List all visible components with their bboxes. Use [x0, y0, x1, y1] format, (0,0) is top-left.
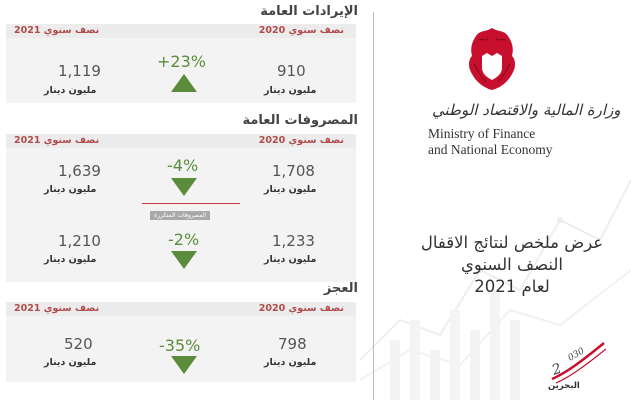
svg-text:2: 2 — [549, 361, 564, 379]
arrow-down-icon — [171, 356, 197, 374]
recurrent-change: -2% — [168, 230, 200, 249]
report-title-line2: النصف السنوي — [461, 255, 563, 274]
expenditure-period-2021: نصف سنوي 2021 — [14, 135, 100, 146]
expenditure-title: المصروفات العامة — [242, 113, 358, 128]
ministry-name-arabic: وزارة المالية والاقتصاد الوطني — [432, 101, 621, 119]
background-line-graphic — [360, 179, 631, 381]
recurrent-divider — [142, 203, 240, 204]
expenditure-card-header — [6, 134, 356, 148]
revenue-title: الإيرادات العامة — [260, 4, 358, 19]
recurrent-value-2021: 1,210 — [58, 232, 101, 250]
deficit-unit-2021: مليون دينار — [44, 357, 97, 368]
report-title: عرض ملخص لنتائج الاقفال النصف السنوي لعا… — [389, 232, 631, 298]
ministry-name-english: Ministry of Finance and National Economy — [428, 126, 552, 158]
report-title-line1: عرض ملخص لنتائج الاقفال — [420, 233, 604, 252]
expenditure-unit-2020: مليون دينار — [264, 184, 317, 195]
expenditure-total-2021: 1,639 — [58, 162, 101, 180]
background-bar-graphic — [390, 290, 520, 400]
report-title-line3: لعام 2021 — [474, 277, 550, 296]
panel-divider — [373, 12, 374, 400]
deficit-card-header — [6, 302, 356, 316]
revenue-unit-2021: مليون دينار — [44, 85, 97, 96]
ministry-name-english-line1: Ministry of Finance — [428, 126, 536, 141]
recurrent-value-2020: 1,233 — [272, 232, 315, 250]
revenue-value-2020: 910 — [277, 62, 306, 80]
deficit-card: نصف سنوي 2021 نصف سنوي 2020 520 مليون دي… — [6, 302, 356, 382]
revenue-period-2020: نصف سنوي 2020 — [258, 25, 344, 36]
expenditure-card: نصف سنوي 2021 نصف سنوي 2020 1,639 مليون … — [6, 134, 356, 282]
arrow-up-icon — [171, 74, 197, 92]
recurrent-unit-2020: مليون دينار — [264, 254, 317, 265]
arrow-down-icon — [171, 251, 197, 269]
recurrent-expenditure-label: المصروفات المتكررة — [150, 211, 211, 220]
expenditure-total-change: -4% — [167, 156, 199, 175]
deficit-title: العجز — [323, 281, 358, 296]
arrow-down-icon — [171, 178, 197, 196]
recurrent-unit-2021: مليون دينار — [44, 254, 97, 265]
expenditure-total-2020: 1,708 — [272, 162, 315, 180]
deficit-period-2021: نصف سنوي 2021 — [14, 303, 100, 314]
vision-country-label: البحرين — [548, 381, 580, 391]
ministry-name-english-line2: and National Economy — [428, 142, 553, 157]
vision-2030-logo-icon: 2 030 — [549, 342, 607, 384]
deficit-value-2021: 520 — [64, 335, 93, 353]
revenue-card-header — [6, 24, 356, 38]
expenditure-period-2020: نصف سنوي 2020 — [258, 135, 344, 146]
svg-text:030: 030 — [567, 346, 587, 363]
revenue-card: نصف سنوي 2021 نصف سنوي 2020 1,119 مليون … — [6, 24, 356, 103]
revenue-period-2021: نصف سنوي 2021 — [14, 25, 100, 36]
deficit-value-2020: 798 — [278, 335, 307, 353]
deficit-period-2020: نصف سنوي 2020 — [258, 303, 344, 314]
expenditure-unit-2021: مليون دينار — [44, 184, 97, 195]
deficit-change: -35% — [159, 336, 201, 355]
deficit-unit-2020: مليون دينار — [264, 357, 317, 368]
revenue-change: +23% — [157, 52, 206, 71]
revenue-value-2021: 1,119 — [58, 62, 101, 80]
revenue-unit-2020: مليون دينار — [264, 85, 317, 96]
bahrain-emblem-icon — [469, 28, 515, 90]
